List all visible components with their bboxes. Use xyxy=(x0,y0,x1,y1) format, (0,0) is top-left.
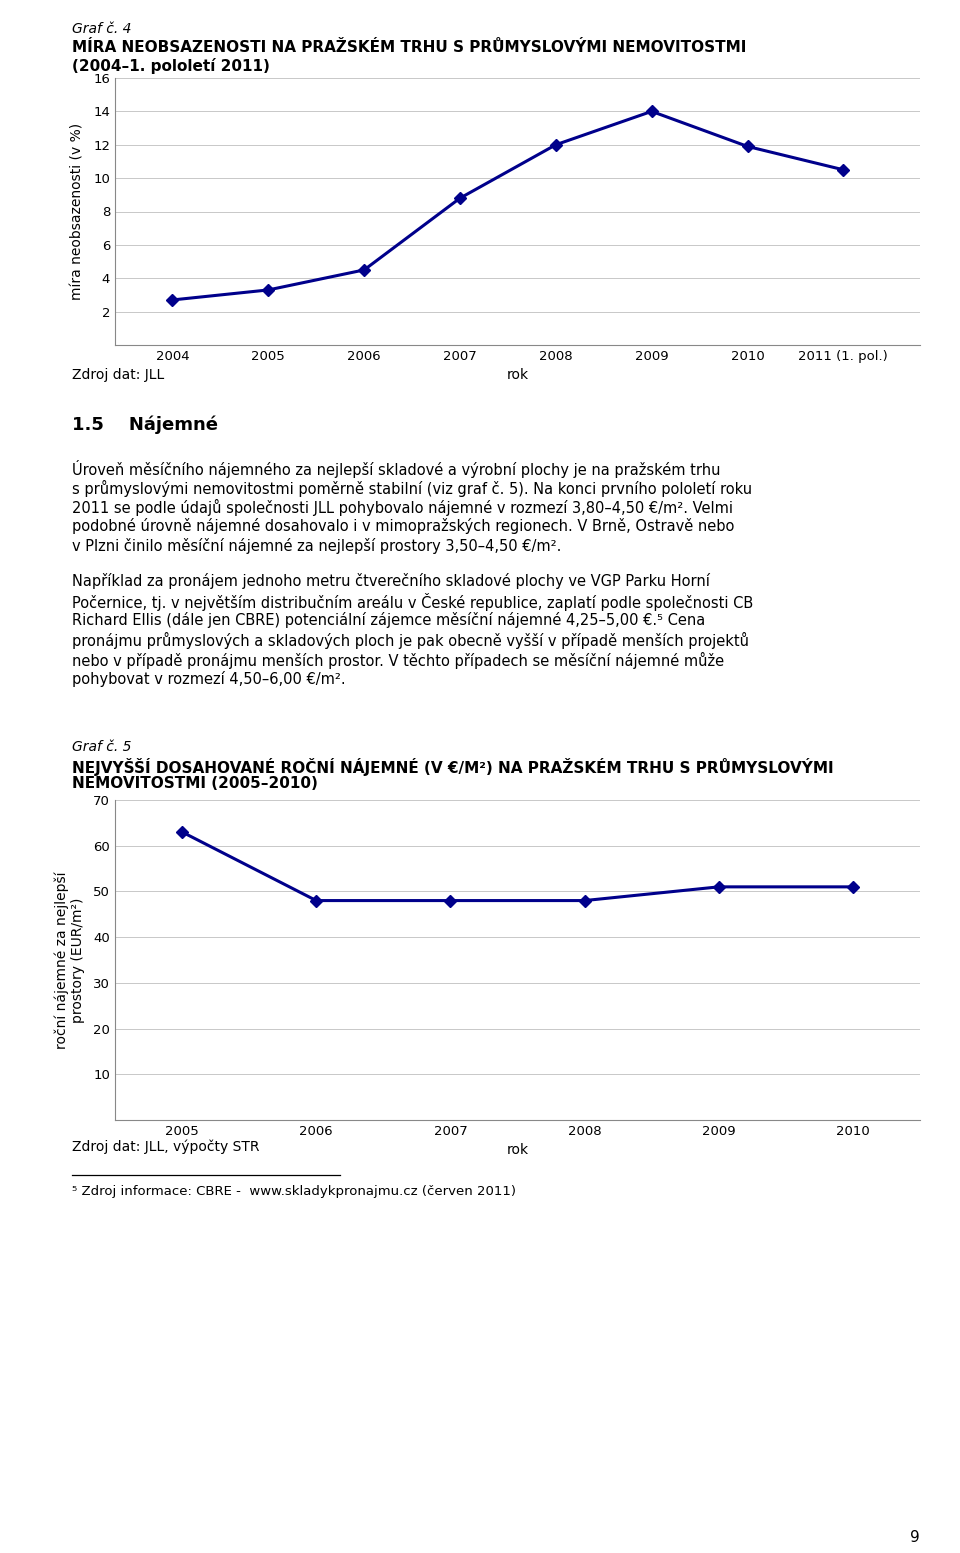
X-axis label: rok: rok xyxy=(507,368,529,382)
Text: podobné úrovně nájemné dosahovalo i v mimopražských regionech. V Brně, Ostravě n: podobné úrovně nájemné dosahovalo i v mi… xyxy=(72,519,734,534)
Text: Zdroj dat: JLL, výpočty STR: Zdroj dat: JLL, výpočty STR xyxy=(72,1140,259,1154)
X-axis label: rok: rok xyxy=(507,1143,529,1157)
Text: Graf č. 5: Graf č. 5 xyxy=(72,739,132,755)
Text: pohybovat v rozmezí 4,50–6,00 €/m².: pohybovat v rozmezí 4,50–6,00 €/m². xyxy=(72,671,346,686)
Text: v Plzni činilo měsíční nájemné za nejlepší prostory 3,50–4,50 €/m².: v Plzni činilo měsíční nájemné za nejlep… xyxy=(72,537,562,554)
Text: Například za pronájem jednoho metru čtverečního skladové plochy ve VGP Parku Hor: Například za pronájem jednoho metru čtve… xyxy=(72,573,709,590)
Text: pronájmu průmyslových a skladových ploch je pak obecně vyšší v případě menších p: pronájmu průmyslových a skladových ploch… xyxy=(72,632,749,649)
Text: Zdroj dat: JLL: Zdroj dat: JLL xyxy=(72,368,164,382)
Text: NEMOVITOSTMI (2005–2010): NEMOVITOSTMI (2005–2010) xyxy=(72,776,318,790)
Text: ⁵ Zdroj informace: CBRE -  www.skladykpronajmu.cz (červen 2011): ⁵ Zdroj informace: CBRE - www.skladykpro… xyxy=(72,1185,516,1197)
Text: 2011 se podle údajů společnosti JLL pohybovalo nájemné v rozmezí 3,80–4,50 €/m².: 2011 se podle údajů společnosti JLL pohy… xyxy=(72,499,733,516)
Text: (2004–1. pololetí 2011): (2004–1. pololetí 2011) xyxy=(72,57,270,75)
Text: nebo v případě pronájmu menších prostor. V těchto případech se měsíční nájemné m: nebo v případě pronájmu menších prostor.… xyxy=(72,652,724,668)
Text: NEJVYŠŠÍ DOSAHOVANÉ ROČNÍ NÁJEMNÉ (V €/M²) NA PRAŽSKÉM TRHU S PRŮMYSLOVÝMI: NEJVYŠŠÍ DOSAHOVANÉ ROČNÍ NÁJEMNÉ (V €/M… xyxy=(72,758,833,776)
Text: MÍRA NEOBSAZENOSTI NA PRAŽSKÉM TRHU S PRŮMYSLOVÝMI NEMOVITOSTMI: MÍRA NEOBSAZENOSTI NA PRAŽSKÉM TRHU S PR… xyxy=(72,40,746,54)
Text: 1.5    Nájemné: 1.5 Nájemné xyxy=(72,415,218,433)
Y-axis label: roční nájemné za nejlepší
prostory (EUR/m²): roční nájemné za nejlepší prostory (EUR/… xyxy=(54,871,84,1048)
Text: s průmyslovými nemovitostmi poměrně stabilní (viz graf č. 5). Na konci prvního p: s průmyslovými nemovitostmi poměrně stab… xyxy=(72,480,752,497)
Text: Richard Ellis (dále jen CBRE) potenciální zájemce měsíční nájemné 4,25–5,00 €.⁵ : Richard Ellis (dále jen CBRE) potenciáln… xyxy=(72,612,706,629)
Y-axis label: míra neobsazenosti (v %): míra neobsazenosti (v %) xyxy=(71,123,84,300)
Text: Graf č. 4: Graf č. 4 xyxy=(72,22,132,36)
Text: Počernice, tj. v největším distribučním areálu v České republice, zaplatí podle : Počernice, tj. v největším distribučním … xyxy=(72,593,754,610)
Text: Úroveň měsíčního nájemného za nejlepší skladové a výrobní plochy je na pražském : Úroveň měsíčního nájemného za nejlepší s… xyxy=(72,460,721,478)
Text: 9: 9 xyxy=(910,1530,920,1545)
